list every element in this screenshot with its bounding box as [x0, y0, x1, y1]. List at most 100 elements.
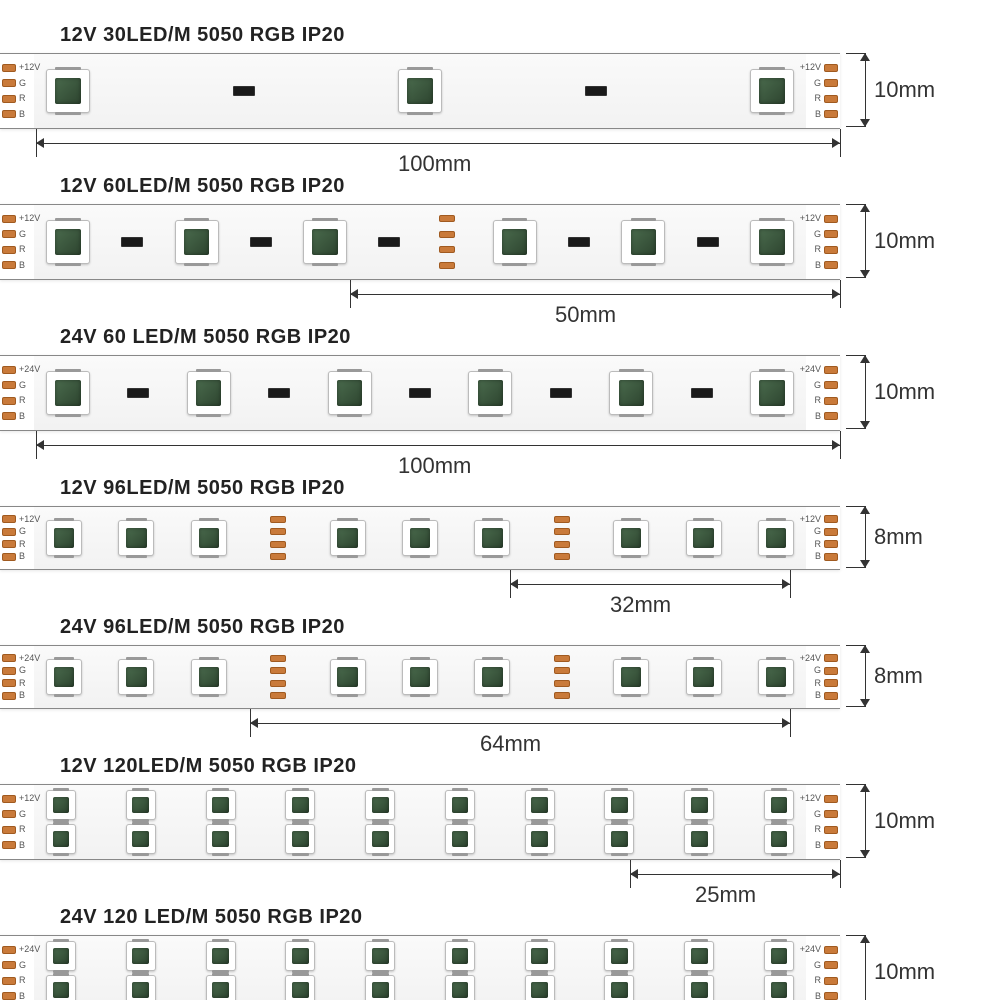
- smd-resistor: [585, 86, 607, 96]
- led-strip: +12VGRB+12VGRB: [0, 53, 840, 129]
- led-chip: [126, 790, 156, 820]
- length-dimension: 100mm: [0, 133, 1000, 175]
- solder-pad: +12V: [800, 794, 838, 803]
- led-chip: [750, 69, 794, 113]
- strip-title: 12V 120LED/M 5050 RGB IP20: [0, 755, 1000, 778]
- solder-pad: G: [814, 79, 838, 88]
- pad-label: B: [815, 110, 821, 119]
- length-label: 50mm: [555, 302, 616, 328]
- pad-label: B: [815, 992, 821, 1000]
- led-chip: [402, 659, 438, 695]
- smd-resistor: [250, 237, 272, 247]
- strip-title: 24V 96LED/M 5050 RGB IP20: [0, 616, 1000, 639]
- cut-pads: [547, 646, 577, 708]
- solder-pad: G: [814, 961, 838, 970]
- solder-pads-right: +24VGRB: [806, 936, 840, 1000]
- led-chip: [525, 790, 555, 820]
- height-dimension: 10mm: [846, 355, 996, 429]
- strip-title: 12V 96LED/M 5050 RGB IP20: [0, 477, 1000, 500]
- cut-pads: [263, 646, 293, 708]
- pad-label: G: [814, 79, 821, 88]
- height-dimension: 8mm: [846, 506, 996, 568]
- solder-pad: G: [814, 381, 838, 390]
- led-chip: [684, 790, 714, 820]
- height-dimension: 8mm: [846, 645, 996, 707]
- led-chip: [206, 975, 236, 1000]
- pad-label: R: [815, 679, 822, 688]
- pad-label: R: [815, 245, 822, 254]
- strip-title: 12V 60LED/M 5050 RGB IP20: [0, 175, 1000, 198]
- led-chip: [175, 220, 219, 264]
- led-chip: [764, 941, 794, 971]
- pad-label: R: [815, 976, 822, 985]
- cut-pads: [547, 507, 577, 569]
- height-dimension: 10mm: [846, 935, 996, 1000]
- led-strip: +24VGRB+24VGRB: [0, 355, 840, 431]
- pad-label: R: [815, 94, 822, 103]
- strip-title: 24V 60 LED/M 5050 RGB IP20: [0, 326, 1000, 349]
- led-chip: [445, 824, 475, 854]
- led-chip: [330, 520, 366, 556]
- led-chip: [758, 520, 794, 556]
- led-chip: [191, 659, 227, 695]
- led-chip: [46, 371, 90, 415]
- pad-label: G: [814, 810, 821, 819]
- smd-resistor: [550, 388, 572, 398]
- pad-label: G: [814, 381, 821, 390]
- led-chip: [206, 941, 236, 971]
- pad-label: B: [815, 841, 821, 850]
- height-dimension: 10mm: [846, 784, 996, 858]
- led-chip: [764, 975, 794, 1000]
- solder-pad: B: [815, 412, 838, 421]
- led-chip: [493, 220, 537, 264]
- pad-label: B: [815, 261, 821, 270]
- led-strip: +24VGRB+24VGRB: [0, 935, 840, 1000]
- led-chip: [46, 659, 82, 695]
- led-chip: [285, 824, 315, 854]
- pad-label: B: [815, 691, 821, 700]
- led-chip: [686, 659, 722, 695]
- solder-pad: +12V: [800, 515, 838, 524]
- led-chip: [365, 790, 395, 820]
- led-chip: [613, 659, 649, 695]
- led-strip: +12VGRB+12VGRB: [0, 506, 840, 570]
- solder-pad: G: [814, 527, 838, 536]
- solder-pad: +24V: [800, 365, 838, 374]
- strip-title: 12V 30LED/M 5050 RGB IP20: [0, 24, 1000, 47]
- led-chip: [46, 520, 82, 556]
- pad-label: R: [815, 540, 822, 549]
- length-label: 64mm: [480, 731, 541, 757]
- smd-resistor: [568, 237, 590, 247]
- strip-row: 24V 96LED/M 5050 RGB IP20+24VGRB+24VGRB8…: [0, 616, 1000, 755]
- led-strip: +24VGRB+24VGRB: [0, 645, 840, 709]
- pad-label: G: [814, 666, 821, 675]
- led-chip: [621, 220, 665, 264]
- solder-pad: G: [814, 230, 838, 239]
- led-chip: [118, 520, 154, 556]
- led-chip: [445, 975, 475, 1000]
- solder-pad: +24V: [800, 945, 838, 954]
- smd-resistor: [378, 237, 400, 247]
- solder-pads-right: +12VGRB: [806, 54, 840, 128]
- led-chip: [468, 371, 512, 415]
- strip-row: 12V 60LED/M 5050 RGB IP20+12VGRB+12VGRB1…: [0, 175, 1000, 326]
- led-chip: [191, 520, 227, 556]
- led-chip: [365, 941, 395, 971]
- led-chip: [46, 824, 76, 854]
- strip-row: 12V 120LED/M 5050 RGB IP20+12VGRB+12VGRB…: [0, 755, 1000, 906]
- led-chip: [285, 975, 315, 1000]
- led-chip: [187, 371, 231, 415]
- pad-label: G: [814, 230, 821, 239]
- led-chip: [445, 941, 475, 971]
- led-chip: [604, 824, 634, 854]
- pad-label: R: [815, 396, 822, 405]
- solder-pad: B: [815, 110, 838, 119]
- solder-pad: B: [815, 261, 838, 270]
- strip-row: 24V 120 LED/M 5050 RGB IP20+24VGRB+24VGR…: [0, 906, 1000, 1000]
- height-label: 8mm: [874, 524, 923, 550]
- pad-label: B: [815, 412, 821, 421]
- strip-row: 12V 30LED/M 5050 RGB IP20 +12VGRB+12VGRB1…: [0, 24, 1000, 175]
- strip-row: 24V 60 LED/M 5050 RGB IP20+24VGRB+24VGRB…: [0, 326, 1000, 477]
- solder-pad: +24V: [800, 654, 838, 663]
- solder-pad: R: [815, 540, 839, 549]
